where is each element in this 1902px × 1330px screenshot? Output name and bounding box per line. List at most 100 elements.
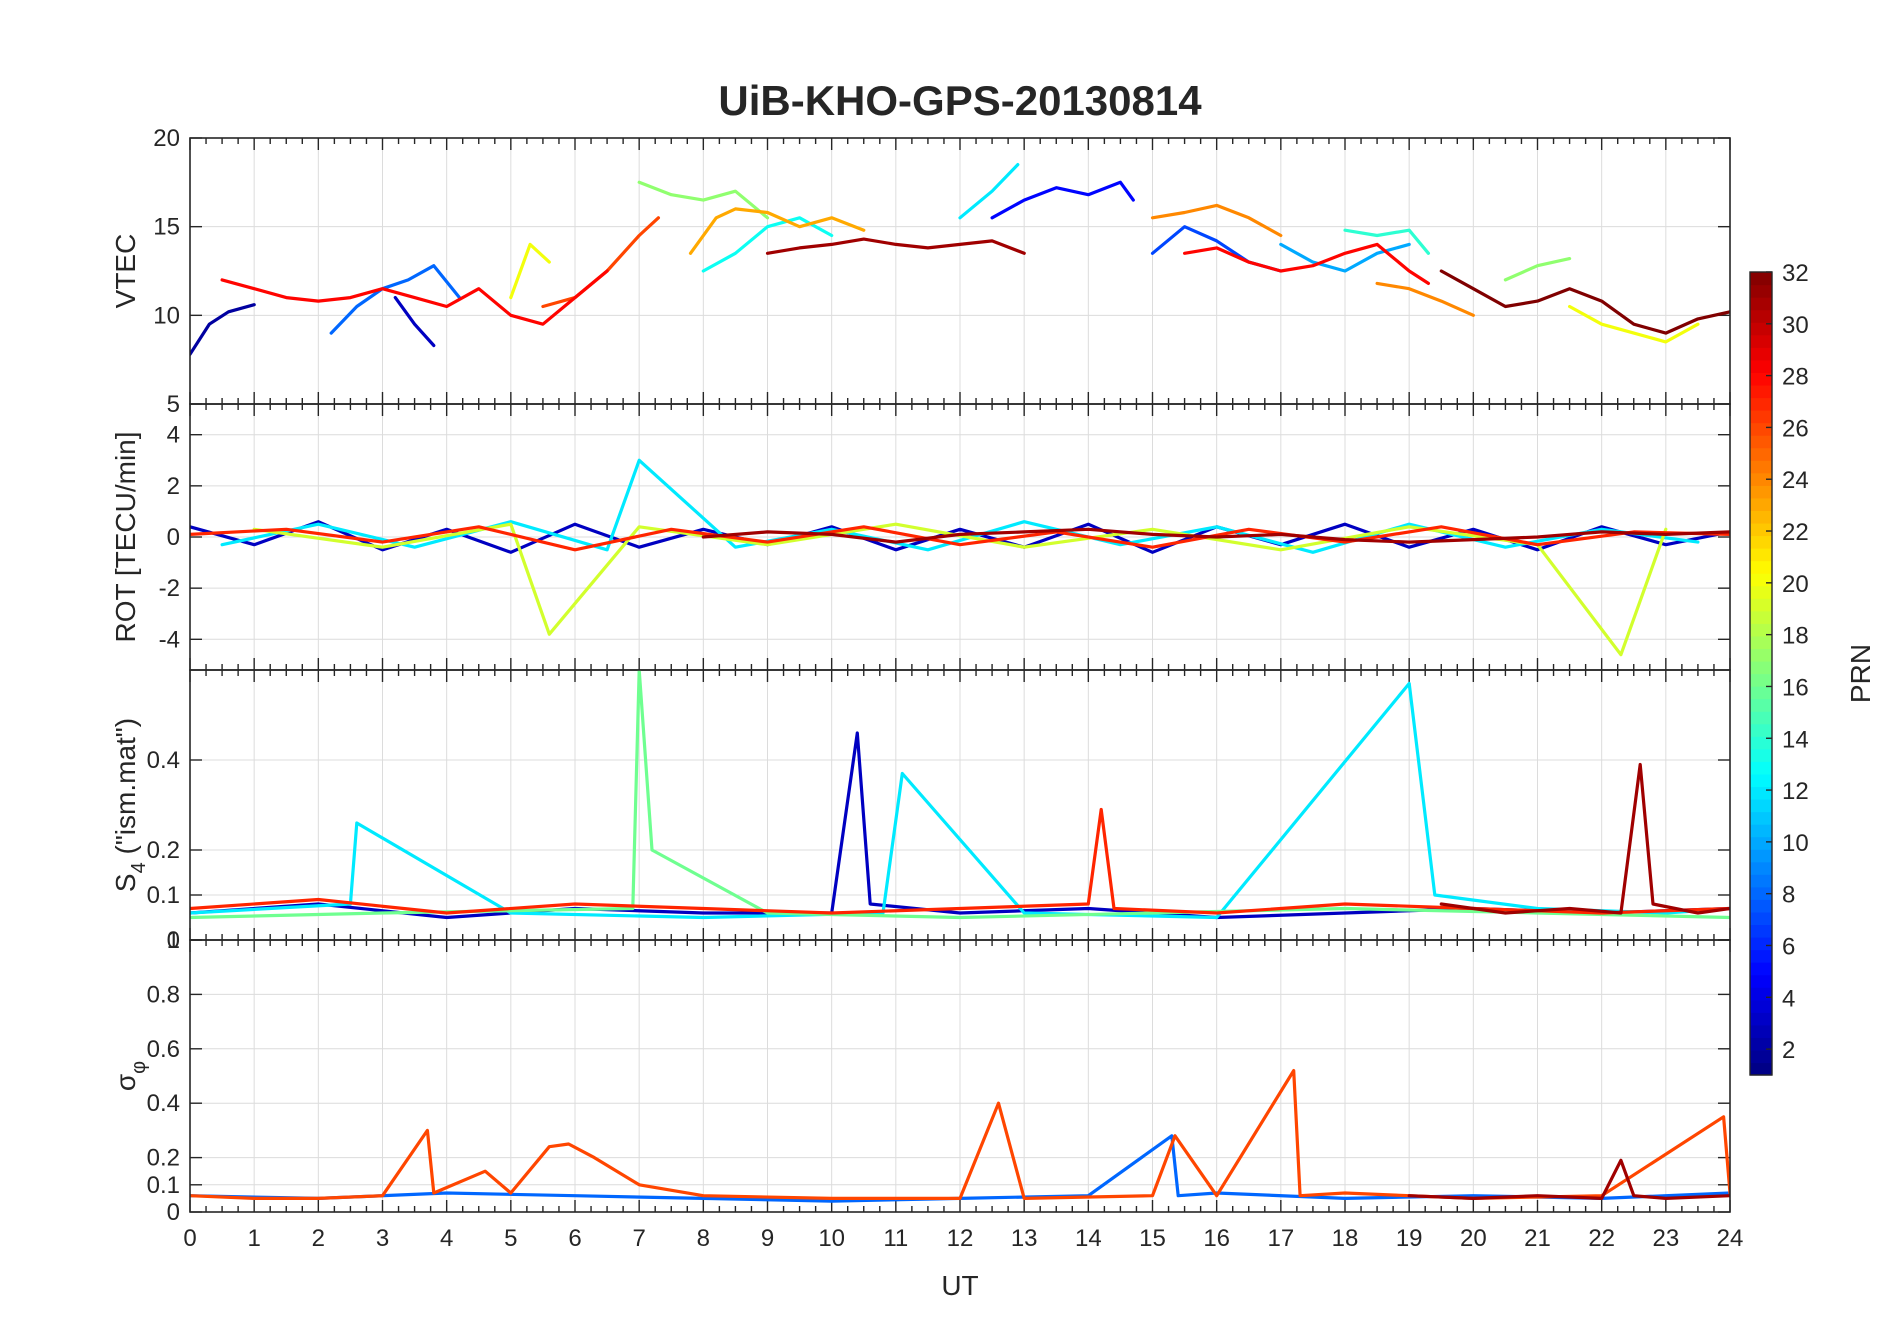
x-tick-label: 24	[1717, 1225, 1744, 1252]
y-tick-label: 0	[167, 1199, 180, 1226]
series-line-prn-28	[220, 269, 609, 326]
colorbar-segment	[1750, 861, 1772, 875]
colorbar-segment	[1750, 648, 1772, 662]
series-group-vtec	[190, 163, 1730, 356]
x-tick-label: 2	[312, 1225, 325, 1252]
series-line-prn-12	[958, 163, 1020, 220]
colorbar-segment	[1750, 372, 1772, 386]
colorbar-segment	[1750, 711, 1772, 725]
colorbar-segment	[1750, 309, 1772, 323]
x-tick-label: 0	[183, 1225, 196, 1252]
y-tick-label: 0.1	[147, 882, 180, 909]
x-tick-label: 4	[440, 1225, 453, 1252]
colorbar-segment	[1750, 598, 1772, 612]
y-axis-label-vtec: VTEC	[110, 234, 141, 309]
series-line-prn-2	[190, 303, 256, 356]
colorbar-label: PRN	[1845, 644, 1876, 703]
colorbar-segment	[1750, 585, 1772, 599]
colorbar-segment	[1750, 548, 1772, 562]
y-tick-label: 2	[167, 473, 180, 500]
x-tick-label: 15	[1139, 1225, 1166, 1252]
colorbar-segment	[1750, 886, 1772, 900]
x-tick-label: 21	[1524, 1225, 1551, 1252]
colorbar-segment	[1750, 748, 1772, 762]
colorbar-segment	[1750, 560, 1772, 574]
x-tick-label: 23	[1652, 1225, 1679, 1252]
colorbar-segment	[1750, 322, 1772, 336]
series-line-prn-20	[509, 242, 551, 300]
series-line-prn-31	[701, 527, 1730, 544]
colorbar-segment	[1750, 1024, 1772, 1038]
colorbar-segment	[1750, 924, 1772, 938]
colorbar-segment	[1750, 660, 1772, 675]
colorbar-segment	[1750, 497, 1772, 511]
colorbar-tick-label: 4	[1782, 985, 1795, 1012]
panel-s4: 00.10.20.4S4 ("ism.mat")	[110, 669, 1731, 954]
colorbar-tick-label: 28	[1782, 364, 1809, 391]
x-tick-label: 17	[1267, 1225, 1294, 1252]
colorbar-tick-label: 32	[1782, 260, 1809, 287]
y-tick-label: 0	[167, 927, 180, 954]
y-tick-label: 5	[167, 391, 180, 418]
colorbar-segment	[1750, 698, 1772, 712]
y-tick-label: -2	[159, 575, 180, 602]
y-tick-label: 0.4	[147, 1090, 180, 1117]
y-axis-label-sigphi: σφ	[110, 1061, 150, 1091]
colorbar-tick-label: 30	[1782, 312, 1809, 339]
series-line-prn-27	[190, 525, 1730, 552]
series-line-prn-26	[541, 216, 661, 309]
colorbar-segment	[1750, 936, 1772, 951]
series-line-prn-14	[1343, 228, 1431, 255]
x-tick-label: 11	[883, 1225, 908, 1252]
colorbar-segment	[1750, 836, 1772, 850]
x-tick-label: 5	[504, 1225, 517, 1252]
y-tick-label: 10	[153, 302, 180, 329]
colorbar-segment	[1750, 1062, 1772, 1076]
colorbar-segment	[1750, 272, 1772, 286]
series-group-s4	[190, 670, 1730, 920]
colorbar-segment	[1750, 673, 1772, 687]
colorbar-segment	[1750, 1037, 1772, 1051]
colorbar-segment	[1750, 635, 1772, 650]
colorbar-tick-label: 26	[1782, 415, 1809, 442]
colorbar-tick-label: 22	[1782, 519, 1809, 546]
colorbar-segment	[1750, 811, 1772, 825]
x-tick-label: 18	[1332, 1225, 1359, 1252]
panel-vtec: 10 15 20 5 VTEC	[110, 125, 1731, 418]
colorbar-segment	[1750, 974, 1772, 988]
y-tick-label: 15	[153, 214, 180, 241]
colorbar-tick-label: 16	[1782, 674, 1809, 701]
x-tick-label: 3	[376, 1225, 389, 1252]
colorbar-tick-label: 18	[1782, 623, 1809, 650]
x-tick-label: 12	[947, 1225, 974, 1252]
series-line-prn-27	[190, 807, 1730, 915]
x-tick-label: 6	[568, 1225, 581, 1252]
colorbar-segment	[1750, 623, 1772, 637]
x-tick-label: 7	[632, 1225, 645, 1252]
series-line-prn-32	[1439, 269, 1730, 335]
series-line-prn-31	[1439, 762, 1730, 915]
colorbar-segment	[1750, 962, 1772, 976]
x-tick-label: 8	[697, 1225, 710, 1252]
colorbar-segment	[1750, 347, 1772, 361]
y-axis-label-rest: ("ism.mat")	[110, 718, 141, 862]
colorbar-segment	[1750, 422, 1772, 436]
colorbar-segment	[1750, 447, 1772, 461]
colorbar-segment	[1750, 849, 1772, 863]
series-group-rot	[190, 458, 1730, 657]
colorbar-tick-label: 6	[1782, 933, 1795, 960]
series-line-prn-31	[765, 237, 1026, 255]
series-line-prn-16	[190, 670, 1730, 920]
colorbar-segment	[1750, 334, 1772, 348]
colorbar-tick-label: 8	[1782, 882, 1795, 909]
colorbar-segment	[1750, 359, 1772, 373]
series-line-prn-17	[637, 180, 770, 220]
axes-box	[189, 939, 1731, 1213]
y-axis-label-subscript: φ	[128, 1061, 150, 1074]
colorbar-segment	[1750, 297, 1772, 311]
colorbar-segment	[1750, 284, 1772, 298]
colorbar-tick-label: 10	[1782, 830, 1809, 857]
series-line-prn-24	[1150, 203, 1283, 238]
